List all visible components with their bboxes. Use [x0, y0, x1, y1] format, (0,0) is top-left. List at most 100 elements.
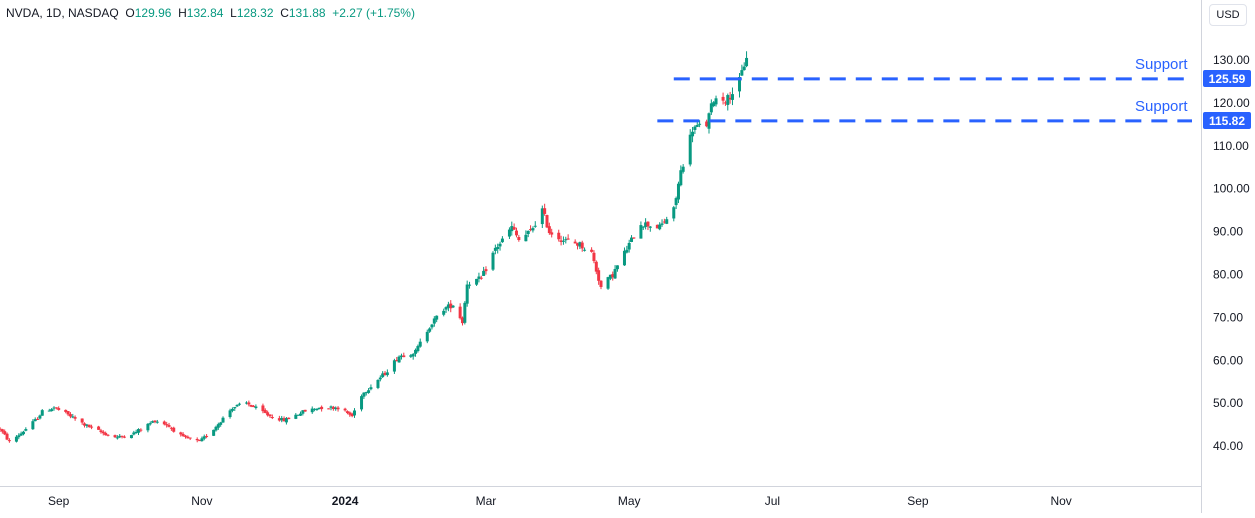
- candle-body: [33, 419, 37, 422]
- candle-body: [533, 225, 537, 227]
- support-lines-group[interactable]: [657, 77, 1192, 123]
- time-tick-2: 2024: [332, 494, 359, 508]
- support-price-tag-upper[interactable]: 125.59: [1203, 70, 1251, 87]
- candle-body: [317, 407, 321, 410]
- candle-body: [446, 304, 450, 308]
- candle-body: [376, 379, 380, 388]
- candle-body: [352, 410, 356, 416]
- candle-body: [64, 409, 68, 412]
- candle-body: [665, 219, 669, 224]
- candle-body: [137, 429, 141, 433]
- candle-body: [99, 430, 103, 433]
- candle-body: [188, 437, 192, 439]
- candle-body: [510, 226, 514, 232]
- candle-body: [728, 97, 732, 100]
- candle-body: [648, 226, 652, 228]
- support-label-lower: Support: [1135, 98, 1188, 115]
- close-label: C: [280, 6, 289, 20]
- candle-body: [301, 410, 305, 414]
- candle-body: [146, 423, 150, 431]
- candle-body: [564, 239, 568, 241]
- low-label: L: [230, 6, 237, 20]
- candle-body: [498, 243, 502, 247]
- candle-body: [679, 170, 683, 186]
- candle-body: [14, 436, 18, 442]
- candle-body: [83, 423, 87, 426]
- candle-body: [284, 418, 288, 423]
- high-value: 132.84: [186, 6, 224, 20]
- candle-body: [660, 223, 664, 225]
- candle-body: [460, 317, 464, 324]
- candle-body: [644, 222, 648, 227]
- candle-body: [399, 355, 403, 357]
- candle-body: [122, 436, 126, 438]
- candle-body: [104, 432, 108, 436]
- candle-body: [397, 356, 401, 363]
- candle-body: [329, 406, 333, 408]
- candle-body: [120, 435, 124, 437]
- candle-body: [90, 426, 94, 428]
- candle-body: [611, 274, 615, 278]
- candle-body: [153, 420, 157, 423]
- candle-body: [402, 355, 406, 358]
- candle-body: [435, 315, 439, 320]
- candle-body: [165, 424, 169, 426]
- candle-body: [219, 422, 223, 425]
- candle-body: [425, 331, 429, 342]
- candle-body: [395, 360, 399, 362]
- candle-body: [172, 427, 176, 432]
- candle-body: [712, 102, 716, 107]
- candle-body: [662, 221, 666, 223]
- candle-body: [594, 261, 598, 272]
- price-tick-7: 60.00: [1213, 353, 1243, 367]
- candle-body: [179, 432, 183, 435]
- candle-body: [261, 405, 265, 412]
- candle-body: [334, 407, 338, 410]
- candles-group: [0, 51, 749, 443]
- candle-body: [230, 408, 234, 411]
- candle-body: [249, 404, 253, 407]
- candle-body: [641, 226, 645, 228]
- candle-body: [245, 402, 249, 404]
- candle-body: [639, 225, 643, 239]
- time-tick-1: Nov: [191, 494, 212, 508]
- close-value: 131.88: [288, 6, 326, 20]
- candle-body: [451, 305, 455, 308]
- candle-body: [383, 372, 387, 375]
- candle-body: [475, 278, 479, 285]
- candle-body: [676, 183, 680, 200]
- change-value: +2.27 (+1.75%): [332, 6, 415, 20]
- candle-body: [73, 417, 77, 419]
- price-axis[interactable]: 130.00 120.00 110.00 100.00 90.00 80.00 70.00 6…: [1213, 53, 1250, 453]
- candle-body: [428, 328, 432, 332]
- candle-body: [254, 406, 258, 408]
- candle-body: [181, 433, 185, 436]
- open-label: O: [125, 6, 135, 20]
- candle-body: [0, 429, 4, 432]
- candle-body: [54, 407, 58, 409]
- candle-body: [557, 232, 561, 240]
- candle-body: [576, 243, 580, 246]
- candle-body: [613, 269, 617, 279]
- candle-body: [21, 431, 25, 435]
- candle-body: [411, 354, 415, 357]
- candle-body: [414, 349, 418, 354]
- candle-body: [444, 307, 448, 310]
- candle-body: [336, 407, 340, 410]
- currency-button[interactable]: USD: [1209, 4, 1247, 26]
- support-label-upper: Support: [1135, 56, 1188, 73]
- candle-body: [247, 402, 251, 405]
- candle-body: [71, 416, 75, 418]
- candle-body: [418, 341, 422, 347]
- candle-body: [674, 198, 678, 206]
- candle-body: [313, 408, 317, 410]
- candle-body: [630, 237, 634, 242]
- candle-body: [742, 66, 746, 71]
- symbol-info[interactable]: NVDA, 1D, NASDAQ: [6, 6, 119, 20]
- time-axis[interactable]: Sep Nov 2024 Mar May Jul Sep Nov: [48, 494, 1072, 508]
- candle-body: [646, 221, 650, 227]
- support-price-tag-lower[interactable]: 115.82: [1203, 112, 1251, 129]
- candle-body: [216, 424, 220, 428]
